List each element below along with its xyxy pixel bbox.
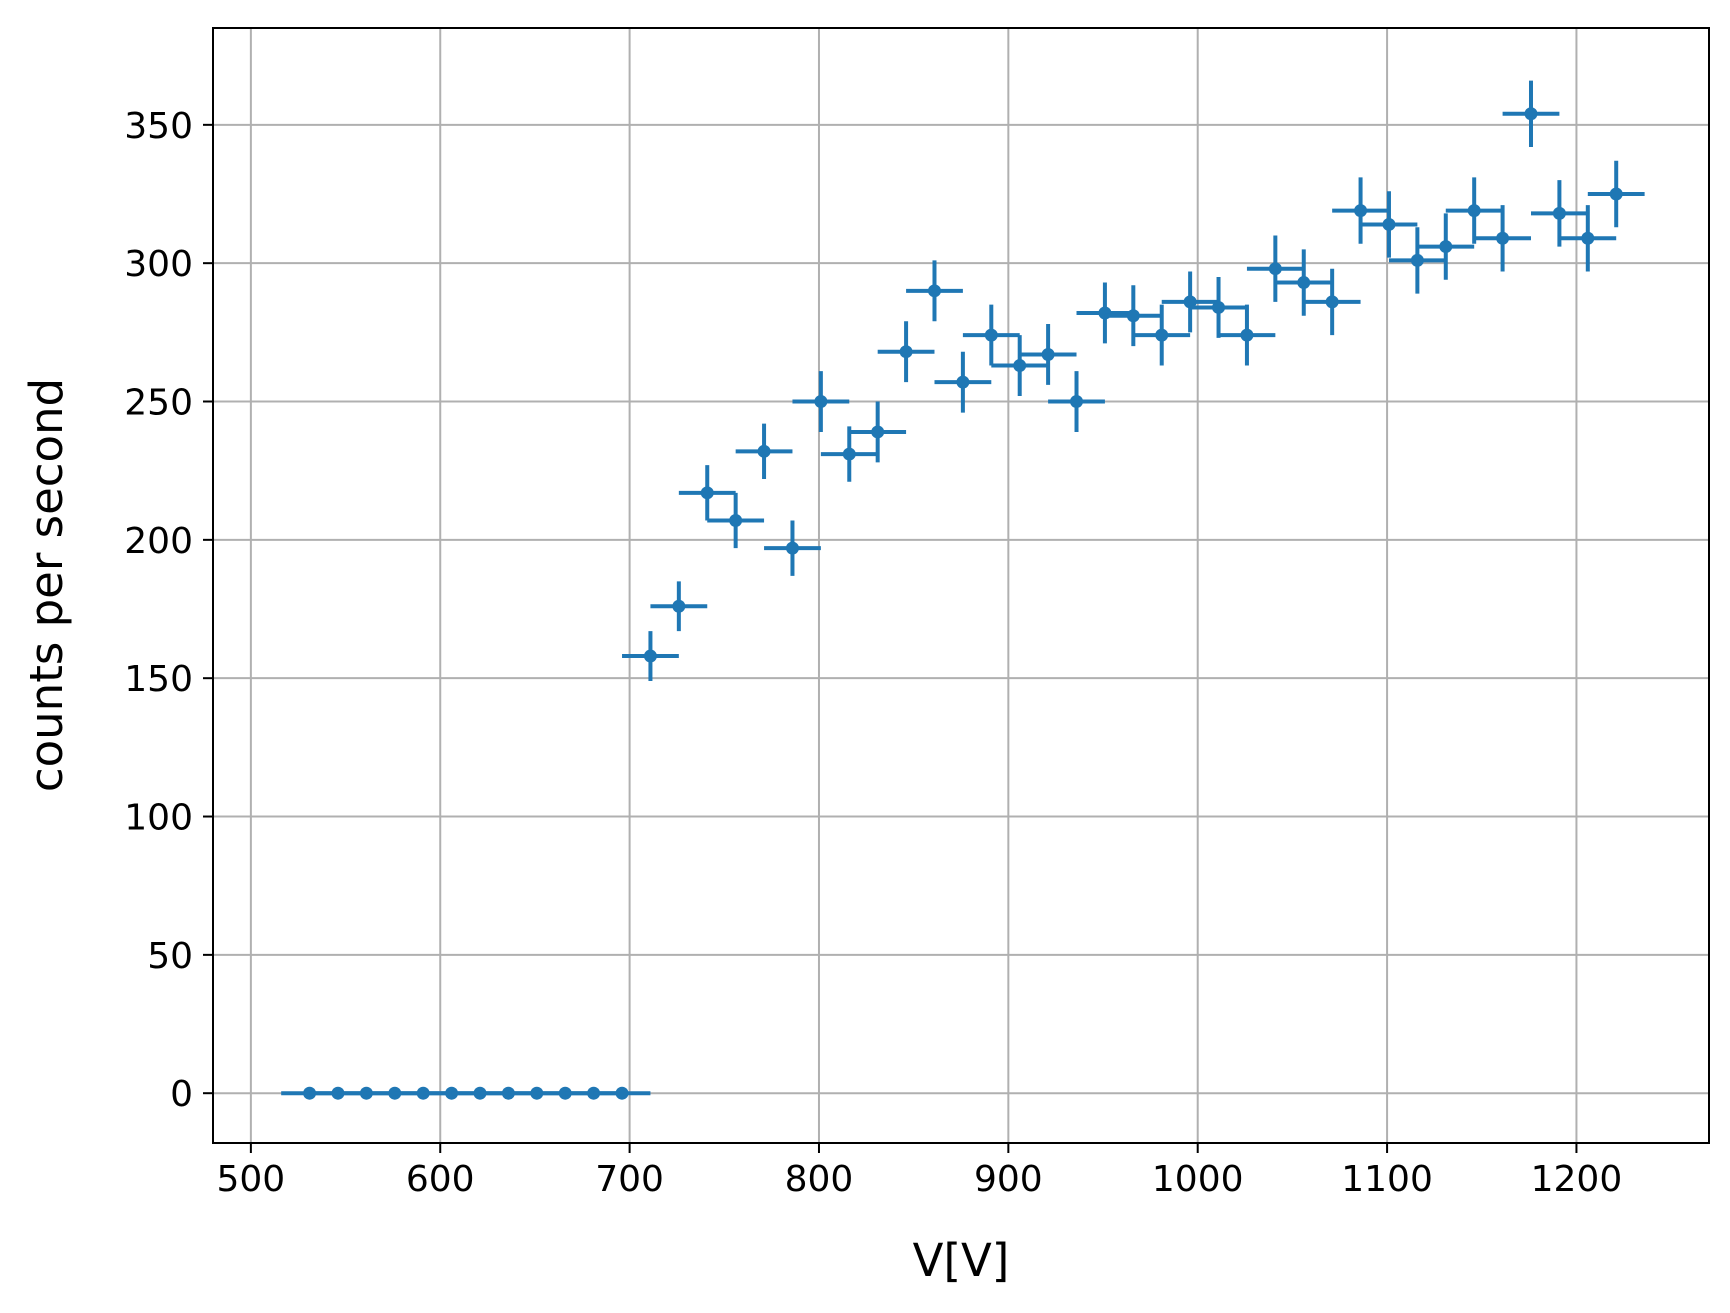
x-tick-label: 500 <box>217 1159 286 1200</box>
axis-ticks: 500 600 700 800 900 1000 1100 1200 0 50 100 150 200 2… <box>124 106 1622 1200</box>
data-point <box>735 423 793 479</box>
data-point <box>1275 249 1333 316</box>
data-marker <box>1325 295 1339 309</box>
data-marker <box>842 447 856 461</box>
y-tick-label: 0 <box>170 1074 193 1115</box>
plot-frame <box>212 27 1710 1144</box>
data-marker <box>1524 107 1538 121</box>
data-marker <box>615 1086 629 1100</box>
y-tick-label: 50 <box>147 936 193 977</box>
data-marker <box>1155 328 1169 342</box>
data-marker <box>1070 395 1084 409</box>
data-marker <box>1212 300 1226 314</box>
data-marker <box>871 425 885 439</box>
data-marker <box>899 345 913 359</box>
data-marker <box>1041 347 1055 361</box>
data-point <box>1019 324 1077 385</box>
data-marker <box>1126 309 1140 323</box>
data-marker <box>1439 240 1453 254</box>
data-point <box>650 581 708 632</box>
data-point <box>622 631 679 681</box>
data-point <box>1530 180 1588 247</box>
data-point <box>1332 177 1389 244</box>
x-axis-label: V[V] <box>913 1234 1010 1287</box>
data-marker <box>814 395 828 409</box>
data-marker <box>1354 204 1368 218</box>
data-point <box>1218 304 1276 366</box>
data-point <box>906 260 963 322</box>
data-marker <box>1240 328 1254 342</box>
data-series <box>281 80 1645 1100</box>
data-marker <box>1297 276 1311 290</box>
y-tick-label: 350 <box>124 106 193 147</box>
data-marker <box>1268 262 1282 276</box>
data-marker <box>1467 204 1481 218</box>
data-marker <box>1382 217 1396 231</box>
data-point <box>1502 80 1560 147</box>
data-point <box>764 520 821 576</box>
data-marker <box>1581 231 1595 245</box>
data-point <box>792 371 850 432</box>
data-point <box>1190 277 1247 338</box>
data-point <box>1246 235 1304 302</box>
x-tick-label: 800 <box>785 1159 854 1200</box>
data-marker <box>1609 187 1623 201</box>
data-marker <box>672 599 686 613</box>
x-tick-label: 700 <box>595 1159 664 1200</box>
data-point <box>877 321 935 383</box>
y-tick-label: 150 <box>124 659 193 700</box>
data-marker <box>785 541 799 555</box>
data-point <box>1360 191 1418 258</box>
x-tick-label: 1200 <box>1531 1159 1623 1200</box>
y-tick-label: 100 <box>124 798 193 839</box>
data-point <box>1048 371 1105 432</box>
data-point <box>820 426 878 482</box>
data-point <box>1445 177 1503 244</box>
data-point <box>1587 160 1645 228</box>
data-point <box>1076 282 1134 344</box>
data-point <box>1161 271 1219 333</box>
data-point <box>1474 205 1531 272</box>
data-point <box>1559 205 1617 272</box>
data-marker <box>1496 231 1510 245</box>
data-point <box>1303 268 1361 336</box>
y-tick-label: 250 <box>124 383 193 424</box>
x-tick-label: 900 <box>974 1159 1043 1200</box>
y-tick-label: 200 <box>124 521 193 562</box>
data-point <box>593 1086 651 1100</box>
y-tick-label: 300 <box>124 244 193 285</box>
data-point <box>1133 304 1191 366</box>
data-marker <box>643 649 657 663</box>
x-tick-label: 600 <box>406 1159 475 1200</box>
y-axis-label: counts per second <box>20 378 73 792</box>
data-marker <box>1013 359 1027 373</box>
data-marker <box>1183 295 1197 309</box>
data-point <box>991 335 1049 396</box>
data-point <box>849 401 907 463</box>
data-marker <box>984 328 998 342</box>
data-point <box>678 465 736 521</box>
data-marker <box>700 486 714 500</box>
data-marker <box>1410 253 1424 267</box>
data-marker <box>757 444 771 458</box>
data-point <box>934 351 992 413</box>
data-point <box>1388 227 1446 294</box>
data-point <box>1417 213 1475 280</box>
data-point <box>707 492 765 549</box>
data-marker <box>1552 206 1566 220</box>
data-marker <box>927 284 941 298</box>
x-tick-label: 1100 <box>1341 1159 1433 1200</box>
x-tick-label: 1000 <box>1152 1159 1244 1200</box>
data-point <box>962 304 1020 366</box>
data-marker <box>729 513 743 527</box>
data-marker <box>956 375 970 389</box>
